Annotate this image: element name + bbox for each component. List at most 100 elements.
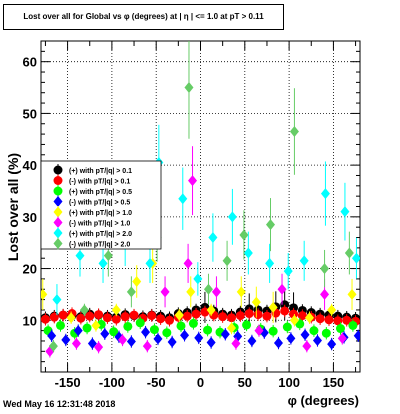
- data-point: [71, 338, 81, 350]
- data-point: [347, 288, 357, 300]
- x-axis-label: φ (degrees): [288, 393, 359, 408]
- data-point: [73, 325, 83, 337]
- legend-label: (+) with pT/|q| > 2.0: [69, 231, 132, 238]
- data-point: [153, 333, 163, 345]
- data-point: [160, 286, 170, 298]
- date-stamp: Wed May 16 12:31:48 2018: [3, 399, 116, 409]
- data-point: [58, 310, 68, 320]
- data-point: [126, 286, 136, 298]
- data-point: [102, 313, 112, 323]
- legend-marker: [53, 238, 63, 249]
- data-point: [98, 257, 108, 269]
- data-point: [174, 309, 184, 321]
- data-point: [55, 320, 65, 330]
- data-point: [251, 296, 261, 308]
- data-point: [244, 309, 254, 319]
- data-point: [277, 283, 287, 295]
- data-point: [41, 288, 48, 300]
- y-tick-label: 30: [23, 210, 37, 225]
- data-point: [282, 322, 292, 332]
- data-point: [236, 286, 246, 298]
- data-point: [273, 337, 283, 349]
- data-point: [320, 188, 330, 200]
- data-point: [142, 340, 152, 352]
- x-tick-label: 0: [197, 375, 204, 390]
- data-point: [327, 338, 337, 350]
- data-point: [242, 320, 252, 330]
- legend-marker: [53, 196, 63, 207]
- data-point: [206, 337, 216, 349]
- data-point: [203, 325, 213, 335]
- data-point: [61, 334, 71, 346]
- data-point: [239, 229, 249, 241]
- legend-label: (-) with pT/|q| > 0.1: [69, 179, 130, 186]
- legend-marker: [53, 227, 63, 239]
- legend-marker: [53, 176, 63, 185]
- data-point: [289, 126, 299, 138]
- data-point: [227, 313, 237, 323]
- data-point: [321, 328, 331, 338]
- axes: -150 -100 -50 0 50 100 150 10 20 30 40 50 60: [23, 40, 360, 390]
- data-point: [167, 336, 177, 348]
- data-point: [253, 310, 263, 320]
- chart-title: Lost over all for Global vs φ (degrees) …: [23, 12, 264, 21]
- data-point: [188, 175, 198, 187]
- x-tick-label: 100: [278, 375, 300, 390]
- data-point: [220, 328, 230, 340]
- data-point: [324, 315, 334, 325]
- data-point: [231, 338, 241, 350]
- data-point: [342, 315, 352, 325]
- data-point: [302, 340, 312, 352]
- legend-marker: [53, 206, 63, 218]
- y-tick-label: 20: [23, 262, 37, 277]
- data-point: [186, 286, 196, 298]
- data-point: [348, 320, 358, 330]
- data-point: [211, 286, 221, 298]
- data-point: [82, 323, 92, 333]
- title-box: Lost over all for Global vs φ (degrees) …: [3, 4, 284, 30]
- data-point: [162, 328, 172, 338]
- data-point: [94, 310, 104, 320]
- data-point: [218, 312, 228, 322]
- data-point: [194, 332, 204, 344]
- data-point: [75, 250, 85, 262]
- data-point: [304, 312, 314, 324]
- data-point: [289, 309, 299, 319]
- data-point: [315, 314, 325, 324]
- legend-marker: [53, 217, 63, 228]
- data-point: [132, 275, 142, 287]
- data-point: [180, 329, 190, 341]
- data-point: [147, 311, 157, 321]
- data-point: [227, 211, 237, 223]
- data-point: [283, 265, 293, 277]
- y-axis-label: Lost over all (%): [5, 153, 21, 261]
- legend-marker: [53, 165, 63, 175]
- data-point: [109, 327, 119, 337]
- data-point: [85, 311, 95, 321]
- data-point: [126, 335, 136, 347]
- legend-label: (-) with pT/|q| > 1.0: [69, 221, 130, 228]
- data-point: [100, 328, 110, 340]
- data-point: [94, 341, 104, 353]
- x-tick-label: -150: [55, 375, 81, 390]
- data-point: [254, 325, 264, 337]
- data-point: [299, 255, 309, 267]
- data-point: [344, 247, 354, 259]
- legend-label: (-) with pT/|q| > 2.0: [69, 242, 130, 249]
- data-point: [206, 304, 216, 316]
- x-tick-label: 50: [238, 375, 252, 390]
- data-point: [286, 332, 296, 344]
- data-point: [123, 321, 133, 331]
- data-point: [222, 255, 232, 267]
- data-point: [156, 314, 166, 324]
- data-point: [243, 247, 253, 259]
- data-point: [235, 311, 245, 321]
- data-point: [103, 250, 113, 262]
- legend-label: (+) with pT/|q| > 0.5: [69, 189, 132, 196]
- data-point: [118, 334, 128, 346]
- data-point: [262, 311, 272, 321]
- data-point: [182, 311, 192, 321]
- data-point: [129, 310, 139, 320]
